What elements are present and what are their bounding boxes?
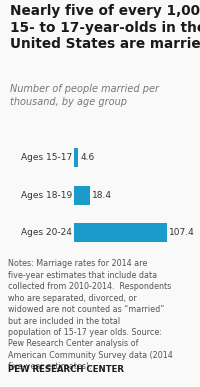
Text: Notes: Marriage rates for 2014 are
five-year estimates that include data
collect: Notes: Marriage rates for 2014 are five-… bbox=[8, 259, 173, 372]
Text: Ages 20-24: Ages 20-24 bbox=[21, 228, 72, 237]
Bar bbox=[74, 148, 78, 167]
Text: Ages 18-19: Ages 18-19 bbox=[21, 191, 72, 200]
Text: Number of people married per
thousand, by age group: Number of people married per thousand, b… bbox=[10, 84, 159, 107]
Text: Nearly five of every 1,000
15- to 17-year-olds in the
United States are married: Nearly five of every 1,000 15- to 17-yea… bbox=[10, 4, 200, 51]
Text: Ages 15-17: Ages 15-17 bbox=[21, 153, 72, 162]
Bar bbox=[74, 186, 90, 205]
Bar bbox=[74, 223, 167, 242]
Text: PEW RESEARCH CENTER: PEW RESEARCH CENTER bbox=[8, 365, 124, 374]
Text: 107.4: 107.4 bbox=[169, 228, 195, 237]
Text: 18.4: 18.4 bbox=[92, 191, 112, 200]
Text: 4.6: 4.6 bbox=[81, 153, 95, 162]
